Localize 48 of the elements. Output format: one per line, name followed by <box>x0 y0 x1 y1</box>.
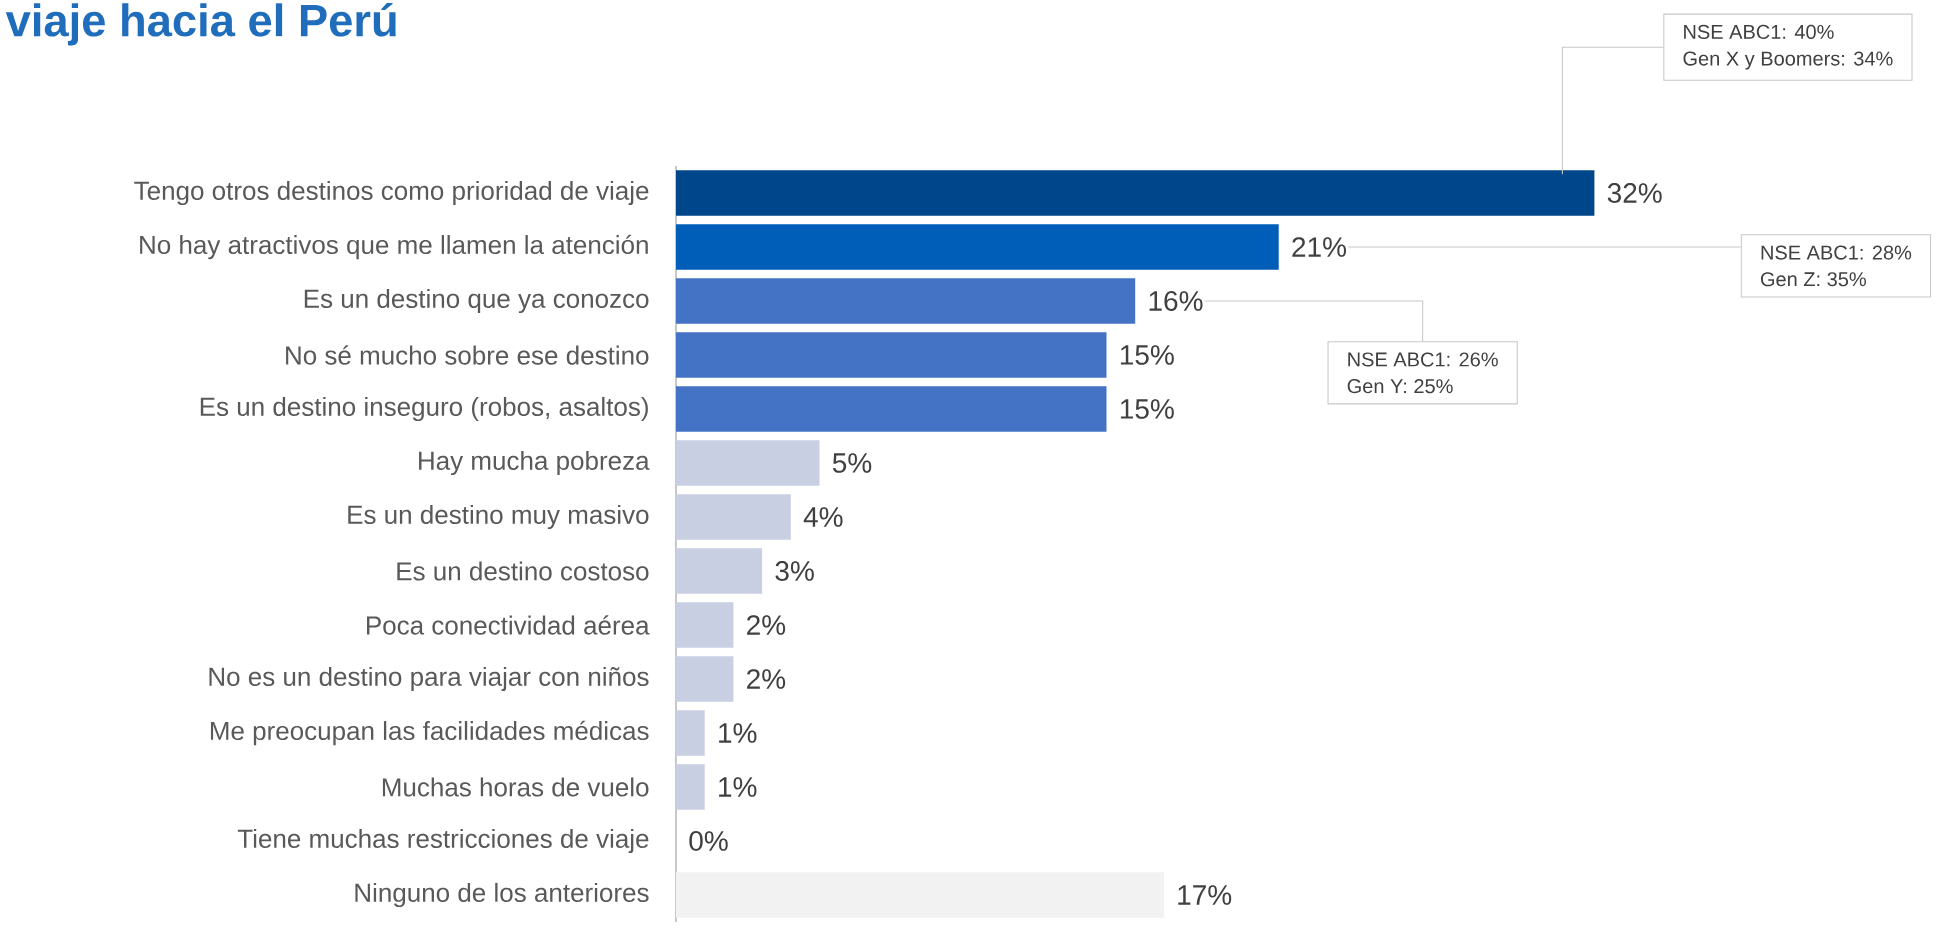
y-tick-label: Muchas horas de vuelo <box>382 777 649 797</box>
bar <box>676 278 1136 324</box>
bar <box>676 332 1107 378</box>
y-tick-label: Poca conectividad aérea <box>367 615 650 635</box>
data-label: 16% <box>1149 291 1203 311</box>
data-label: 0% <box>689 831 728 851</box>
bar <box>676 602 734 648</box>
y-tick-label: Hay mucha pobreza <box>419 450 650 476</box>
text: NSE ABC1: 40% <box>1684 24 1834 39</box>
bar <box>676 872 1164 918</box>
annotation: NSE ABC1: 26% <box>1348 352 1498 367</box>
y-tick-label: Es un destino costoso <box>397 561 649 581</box>
bar <box>676 170 1595 216</box>
bar <box>676 440 820 486</box>
y-tick-label: Tengo otros destinos como prioridad de viaje <box>134 180 649 206</box>
data-label: 1% <box>719 777 757 797</box>
data-label: 5% <box>832 453 872 473</box>
y-tick-label: Es un destino muy masivo <box>348 504 649 530</box>
data-label: 4% <box>803 507 843 527</box>
y-tick-label: Me preocupan las facilidades médicas <box>210 720 649 746</box>
y-tick-label: Es un destino que ya conozco <box>304 288 649 314</box>
text: NSE ABC1: 28% <box>1761 245 1912 260</box>
bar <box>676 764 705 810</box>
text: Gen Z: 35% <box>1760 272 1866 287</box>
annotation: Gen Y: 25% <box>1347 379 1453 394</box>
data-label: 17% <box>1178 885 1232 905</box>
text: viaje hacia el Perú <box>5 2 396 46</box>
data-label: 3% <box>775 561 814 581</box>
data-label: 15% <box>1120 345 1174 365</box>
y-tick-label: No sé mucho sobre ese destino <box>286 345 649 365</box>
bar <box>676 710 705 756</box>
y-tick-label: Es un destino inseguro (robos, asaltos) <box>200 396 648 422</box>
data-label: 2% <box>747 669 786 689</box>
data-label: 15% <box>1120 399 1174 419</box>
data-label: 21% <box>1292 237 1347 257</box>
data-label: 32% <box>1607 183 1662 203</box>
bar <box>676 656 734 702</box>
y-tick-label: Tiene muchas restricciones de viaje <box>237 828 649 854</box>
text: Gen X y Boomers: 34% <box>1683 51 1893 70</box>
data-label: 2% <box>747 615 786 635</box>
y-tick-label: Ninguno de los anteriores <box>355 882 649 908</box>
y-tick-label: No hay atractivos que me llamen la atención <box>140 234 648 260</box>
bar <box>676 494 791 540</box>
bar <box>676 224 1279 270</box>
bar <box>676 548 763 594</box>
y-tick-label: No es un destino para viajar con niños <box>209 666 649 692</box>
bar <box>676 386 1107 432</box>
data-label: 1% <box>719 723 757 743</box>
